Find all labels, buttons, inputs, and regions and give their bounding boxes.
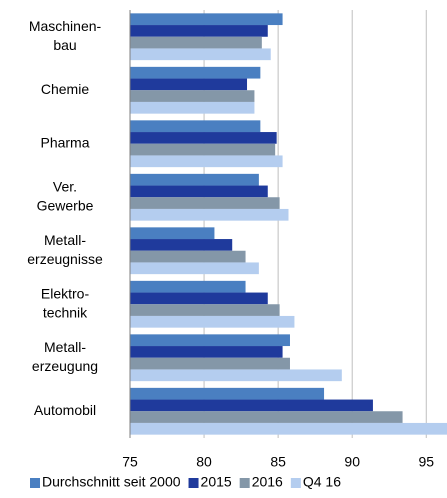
bar bbox=[130, 208, 289, 221]
legend-label: 2016 bbox=[252, 474, 283, 490]
bar bbox=[130, 90, 255, 102]
category-label: Pharma bbox=[40, 134, 89, 150]
bar bbox=[130, 173, 259, 186]
bar bbox=[130, 143, 276, 156]
legend-label: Q4 16 bbox=[303, 474, 341, 490]
bar bbox=[130, 262, 259, 275]
category-label: erzeugung bbox=[32, 358, 98, 374]
legend-swatch bbox=[30, 478, 40, 488]
x-tick-label: 85 bbox=[270, 454, 286, 470]
category-label: Metall- bbox=[44, 339, 86, 355]
bar bbox=[130, 399, 373, 412]
bar bbox=[130, 422, 447, 435]
bar bbox=[130, 120, 261, 133]
category-label: technik bbox=[43, 304, 88, 320]
legend-swatch bbox=[290, 478, 301, 488]
bar bbox=[130, 357, 290, 370]
bar bbox=[130, 304, 280, 316]
bar bbox=[130, 346, 283, 358]
bar bbox=[130, 78, 248, 91]
bar bbox=[130, 250, 246, 263]
x-tick-label: 75 bbox=[122, 454, 138, 470]
bar bbox=[130, 185, 268, 198]
bar bbox=[130, 66, 261, 79]
bar bbox=[130, 25, 268, 37]
legend-label: Durchschnitt seit 2000 bbox=[42, 474, 181, 490]
legend-label: 2015 bbox=[201, 474, 232, 490]
legend-swatch bbox=[239, 478, 250, 488]
category-label: Ver. bbox=[53, 178, 77, 194]
category-label: Automobil bbox=[34, 402, 96, 418]
bar bbox=[130, 227, 215, 240]
bar bbox=[130, 48, 271, 61]
bar bbox=[130, 411, 403, 423]
x-tick-label: 90 bbox=[344, 454, 360, 470]
bar bbox=[130, 101, 255, 114]
category-label: erzeugnisse bbox=[27, 251, 103, 267]
bar bbox=[130, 155, 283, 168]
bar bbox=[130, 132, 277, 144]
x-tick-label: 95 bbox=[418, 454, 434, 470]
category-label: Gewerbe bbox=[37, 197, 94, 213]
bar bbox=[130, 387, 325, 400]
bar bbox=[130, 315, 295, 328]
category-label: Chemie bbox=[41, 81, 89, 97]
category-label: Elektro- bbox=[41, 285, 90, 301]
x-tick-label: 80 bbox=[196, 454, 212, 470]
bar bbox=[130, 36, 262, 49]
bar bbox=[130, 334, 290, 347]
category-label: Maschinen- bbox=[29, 18, 102, 34]
bar bbox=[130, 197, 280, 209]
bar bbox=[130, 239, 233, 251]
bar bbox=[130, 292, 268, 305]
category-label: bau bbox=[53, 37, 76, 53]
bar bbox=[130, 280, 246, 293]
bar bbox=[130, 13, 283, 26]
bar bbox=[130, 369, 342, 382]
legend-swatch bbox=[188, 478, 199, 488]
category-label: Metall- bbox=[44, 232, 86, 248]
